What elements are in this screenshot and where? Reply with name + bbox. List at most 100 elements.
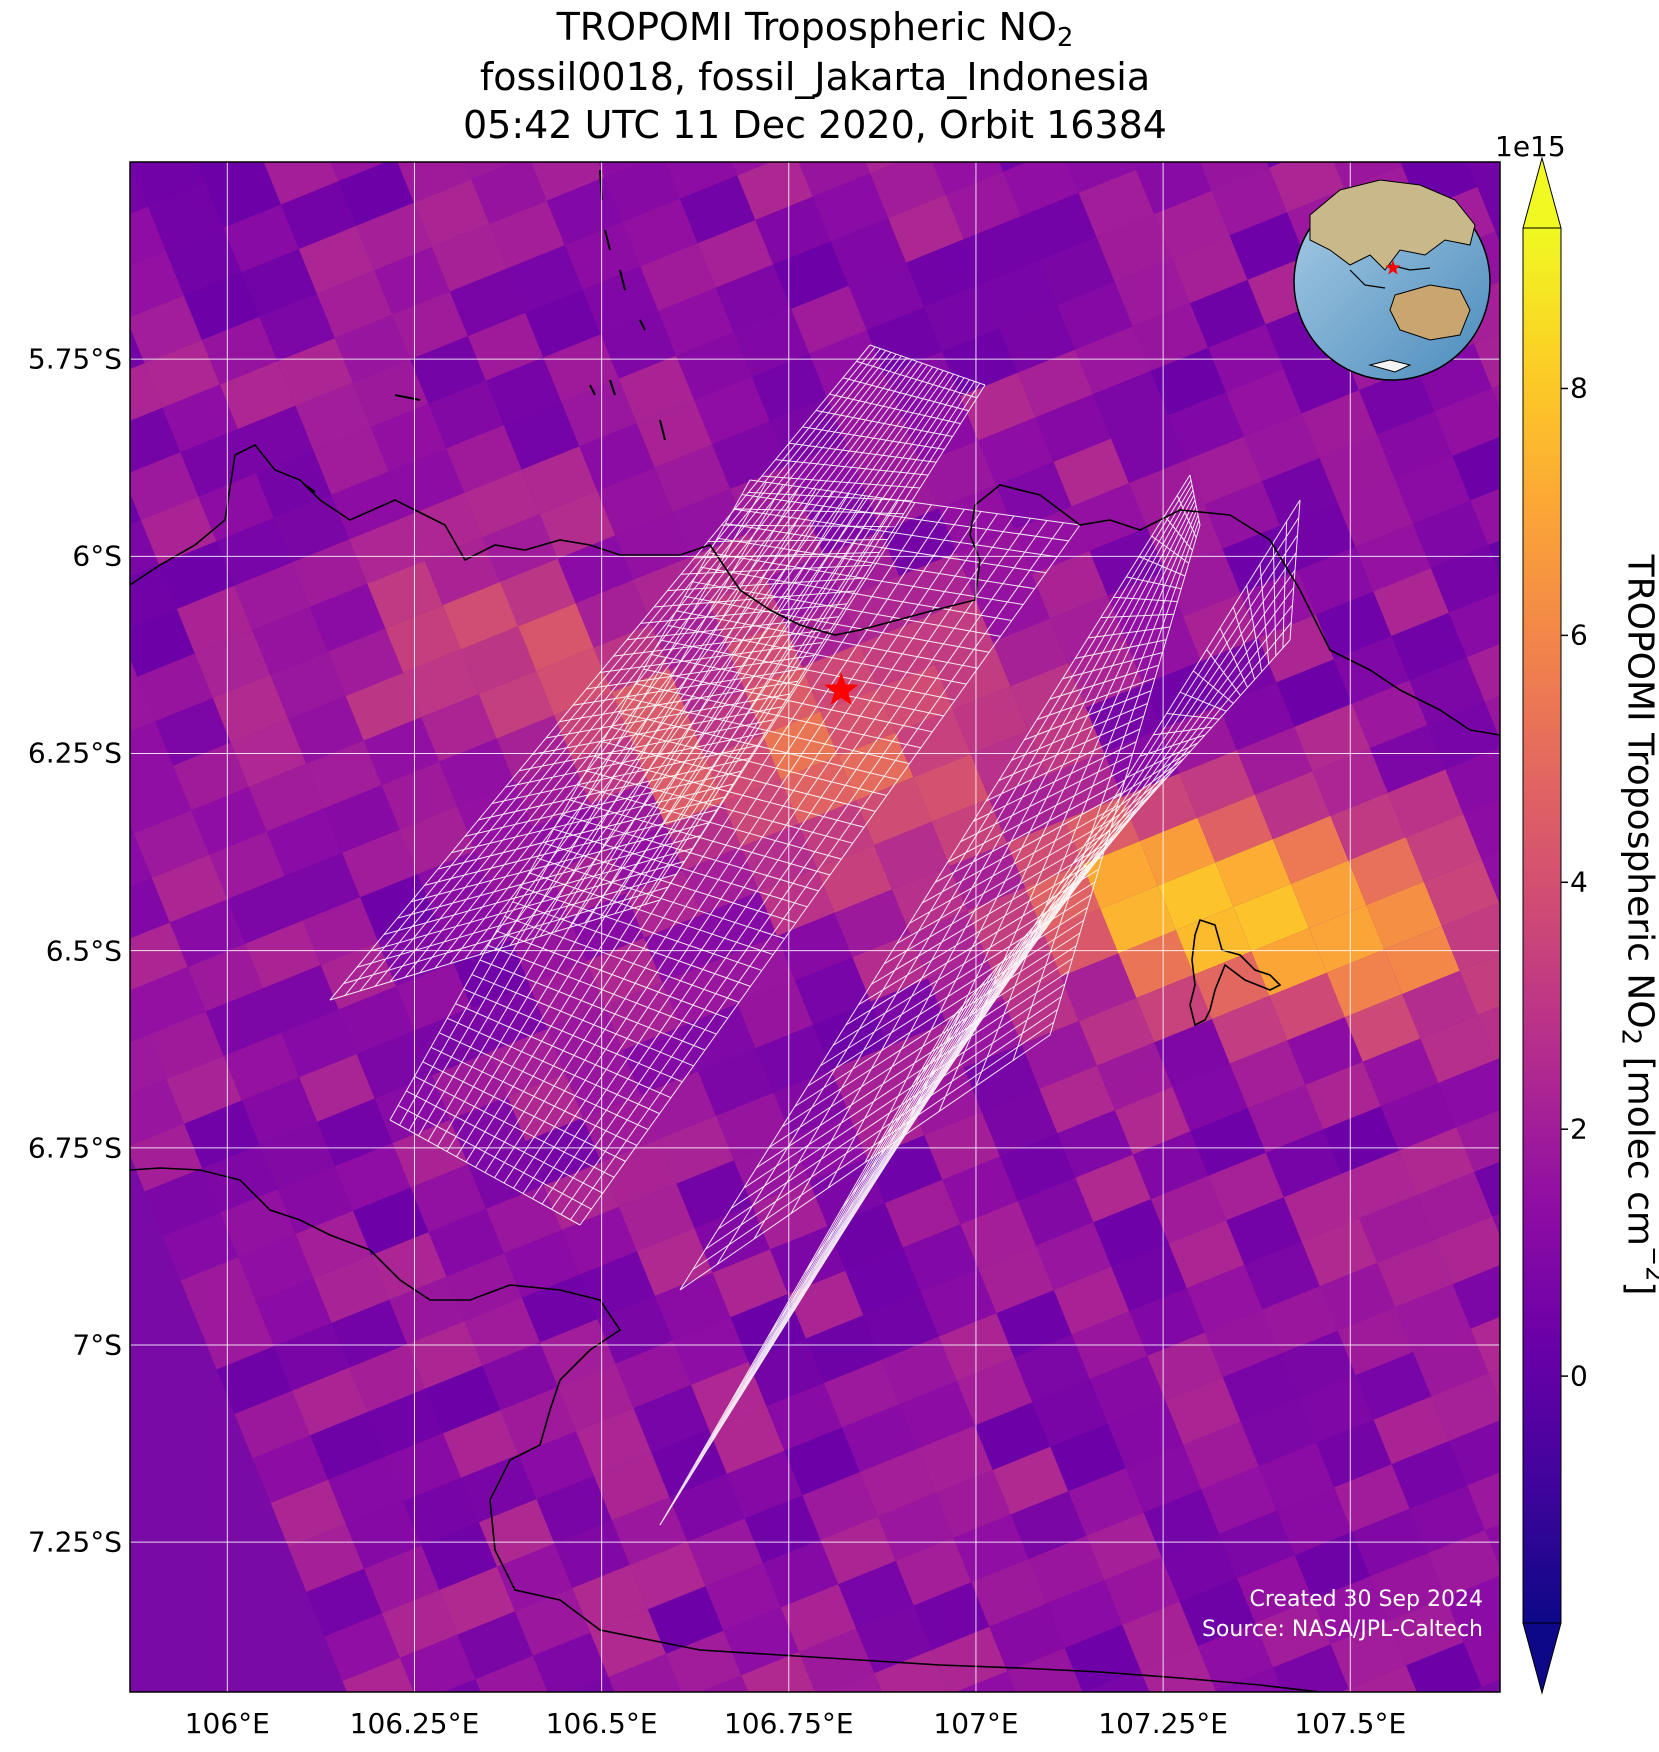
no2-pixel <box>130 162 148 214</box>
no2-pixel <box>1474 333 1500 389</box>
no2-pixel <box>963 216 1040 284</box>
no2-pixel <box>1186 1264 1263 1333</box>
no2-pixel <box>942 328 1018 397</box>
no2-pixel <box>629 1541 706 1610</box>
no2-pixel <box>310 1412 386 1480</box>
no2-pixel <box>162 1212 239 1281</box>
no2-pixel <box>895 1537 972 1606</box>
no2-pixel <box>1021 1021 1097 1089</box>
no2-pixel <box>1003 162 1079 217</box>
no2-pixel <box>665 802 742 871</box>
no2-pixel <box>1093 1199 1169 1267</box>
no2-pixel <box>1391 612 1467 681</box>
no2-pixel <box>170 71 246 139</box>
no2-pixel <box>611 1497 688 1565</box>
no2-pixel <box>924 283 1000 352</box>
no2-pixel <box>392 1119 469 1188</box>
no2-pixel <box>284 852 361 921</box>
no2-pixel <box>734 1137 810 1205</box>
latitude-tick-label: 7.25°S <box>27 1525 122 1559</box>
no2-pixel <box>989 1603 1065 1672</box>
no2-pixel <box>971 1559 1047 1627</box>
no2-pixel <box>1107 1400 1184 1469</box>
no2-pixel <box>320 941 397 1010</box>
no2-pixel <box>1208 1152 1284 1221</box>
no2-pixel <box>130 327 145 370</box>
longitude-tick-label: 106.25°E <box>349 1707 480 1740</box>
no2-pixel <box>379 1747 454 1752</box>
no2-pixel <box>363 717 440 786</box>
no2-pixel <box>389 1276 465 1345</box>
no2-pixel <box>1104 1557 1180 1625</box>
no2-pixel <box>669 1473 745 1542</box>
no2-pixel <box>910 1739 985 1752</box>
no2-pixel <box>1150 347 1226 416</box>
no2-pixel <box>130 878 170 939</box>
no2-pixel <box>838 732 914 801</box>
globe-australia-landmass <box>1389 284 1471 341</box>
no2-pixel <box>503 401 580 470</box>
no2-pixel <box>699 1675 749 1692</box>
no2-pixel <box>906 239 982 308</box>
java-north-coast <box>130 443 1500 736</box>
no2-pixel <box>277 1166 354 1234</box>
no2-pixel <box>346 1501 422 1569</box>
no2-pixel <box>1348 837 1424 905</box>
no2-pixel <box>676 332 752 400</box>
no2-pixel <box>1330 1620 1407 1689</box>
no2-pixel <box>270 651 346 720</box>
no2-pixel <box>1082 841 1158 909</box>
no2-pixel <box>902 1224 979 1292</box>
no2-pixel <box>364 1545 440 1614</box>
no2-pixel <box>664 162 738 199</box>
no2-pixel <box>349 516 425 584</box>
no2-pixel <box>849 1090 925 1159</box>
no2-pixel <box>227 876 303 944</box>
no2-pixel <box>751 353 828 422</box>
no2-pixel <box>15 185 91 253</box>
no2-pixel <box>1053 1266 1130 1335</box>
no2-pixel <box>1400 162 1412 166</box>
no2-pixel <box>1273 1644 1349 1692</box>
no2-pixel <box>1032 1379 1108 1447</box>
no2-pixel <box>1111 415 1187 484</box>
no2-pixel <box>1452 436 1500 501</box>
no2-pixel <box>1222 1353 1299 1422</box>
no2-pixel <box>1032 550 1108 619</box>
no2-pixel <box>507 245 583 313</box>
no2-pixel <box>130 295 202 364</box>
no2-pixel <box>1315 591 1392 660</box>
no2-pixel <box>600 311 677 379</box>
no2-pixel <box>1093 370 1169 439</box>
no2-pixel <box>209 831 285 900</box>
no2-pixel <box>0 321 12 389</box>
no2-pixel <box>1571 230 1647 298</box>
no2-pixel <box>511 1745 587 1752</box>
no2-pixel <box>130 493 141 525</box>
no2-pixel <box>1377 411 1453 480</box>
no2-pixel <box>1463 799 1500 859</box>
no2-pixel <box>773 241 849 309</box>
no2-pixel <box>1211 995 1288 1064</box>
no2-pixel <box>1132 162 1156 170</box>
no2-pixel <box>1427 1530 1500 1598</box>
no2-pixel <box>723 1607 799 1676</box>
no2-pixel <box>281 1009 357 1078</box>
no2-pixel <box>777 912 853 981</box>
no2-pixel <box>220 1189 296 1258</box>
no2-pixel <box>180 429 256 497</box>
no2-pixel <box>202 1145 278 1213</box>
no2-pixel <box>130 162 206 207</box>
no2-pixel <box>342 1657 414 1692</box>
no2-pixel <box>313 427 389 495</box>
no2-pixel <box>1222 525 1298 594</box>
no2-pixel <box>1240 1398 1317 1467</box>
no2-pixel <box>1043 908 1119 977</box>
no2-pixel <box>953 1514 1029 1583</box>
no2-pixel <box>327 628 404 697</box>
no2-pixel <box>1060 953 1137 1022</box>
no2-pixel <box>1394 456 1471 524</box>
no2-pixel <box>680 1003 756 1072</box>
no2-pixel <box>1434 388 1500 456</box>
no2-pixel <box>1492 1213 1500 1236</box>
